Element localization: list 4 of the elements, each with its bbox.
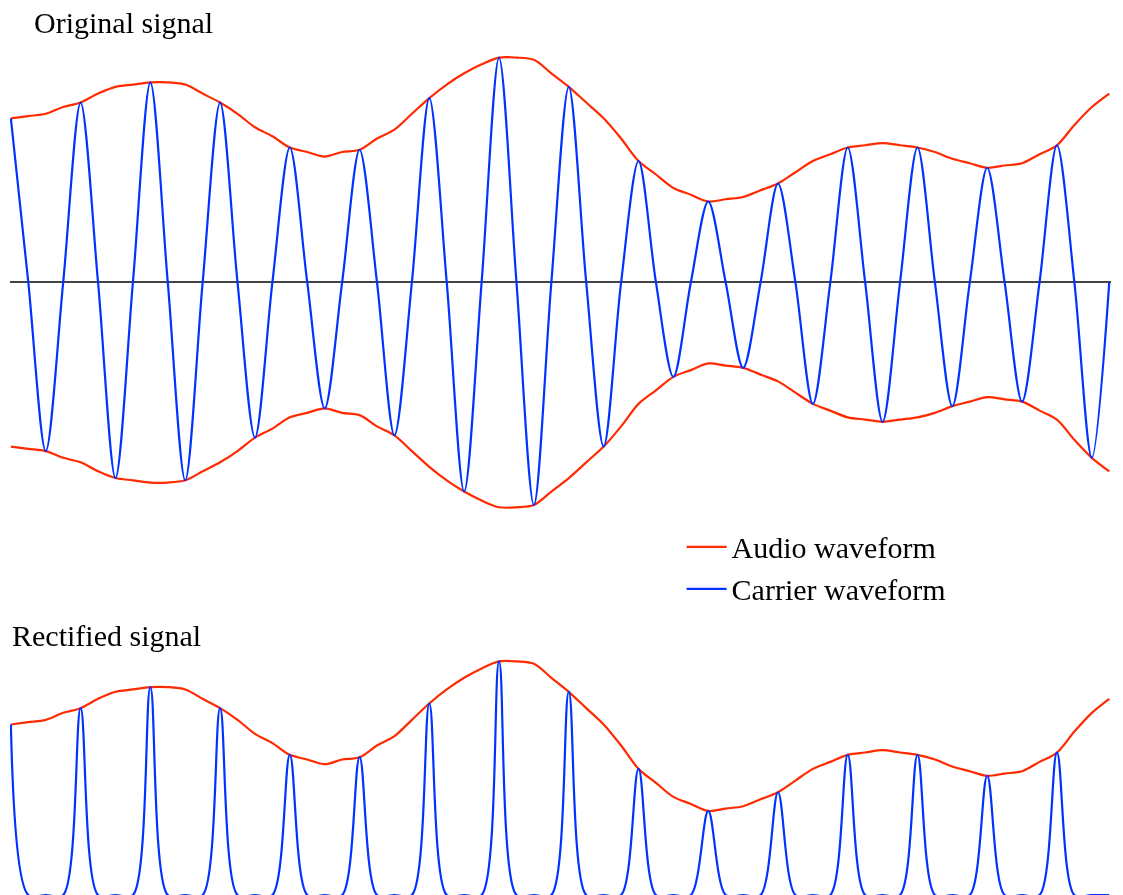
chart-title: Rectified signal bbox=[12, 619, 202, 652]
chart-title: Original signal bbox=[34, 6, 214, 39]
legend-label: Carrier waveform bbox=[731, 573, 946, 607]
legend-label: Audio waveform bbox=[731, 531, 936, 565]
